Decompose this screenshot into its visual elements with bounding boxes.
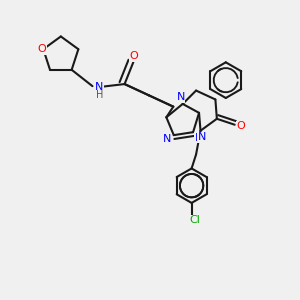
- Text: N: N: [163, 134, 171, 144]
- Text: O: O: [38, 44, 46, 54]
- Text: H: H: [96, 90, 103, 100]
- Text: N: N: [195, 133, 203, 142]
- Text: O: O: [237, 121, 246, 131]
- Text: Cl: Cl: [190, 215, 201, 225]
- Text: N: N: [95, 82, 103, 92]
- Text: N: N: [198, 132, 206, 142]
- Text: N: N: [176, 92, 185, 102]
- Text: O: O: [130, 51, 139, 62]
